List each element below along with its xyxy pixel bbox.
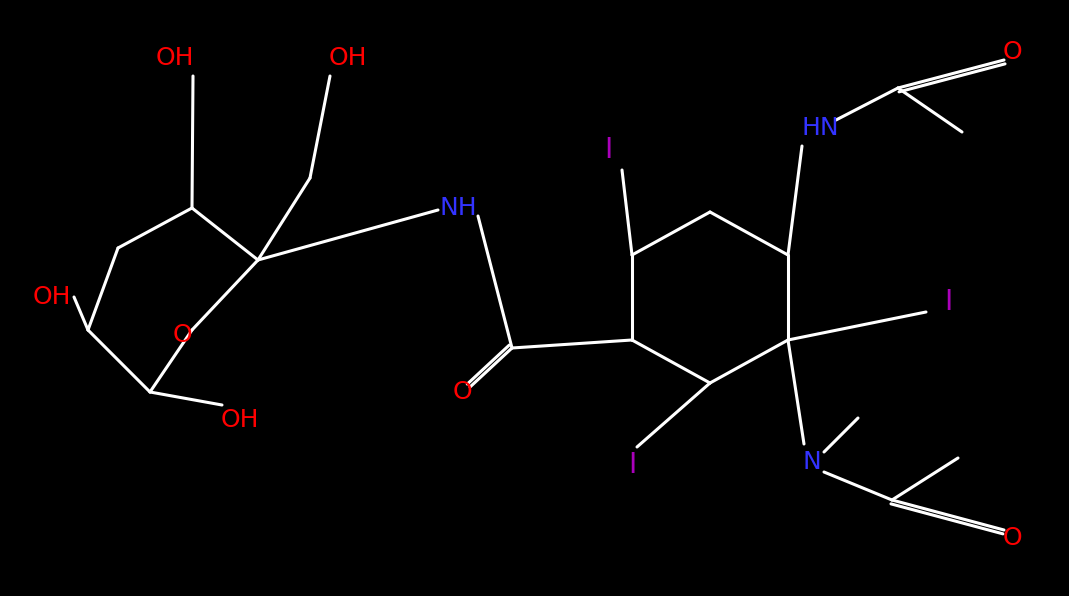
Text: O: O <box>172 323 191 347</box>
Text: I: I <box>604 136 613 164</box>
Text: O: O <box>452 380 471 404</box>
Text: I: I <box>628 451 636 479</box>
Text: NH: NH <box>439 196 477 220</box>
Text: O: O <box>1003 526 1022 550</box>
Text: HN: HN <box>801 116 839 140</box>
Text: I: I <box>944 288 952 316</box>
Text: N: N <box>803 450 821 474</box>
Text: OH: OH <box>156 46 195 70</box>
Text: OH: OH <box>329 46 368 70</box>
Text: OH: OH <box>221 408 260 432</box>
Text: OH: OH <box>33 285 72 309</box>
Text: O: O <box>1003 40 1022 64</box>
